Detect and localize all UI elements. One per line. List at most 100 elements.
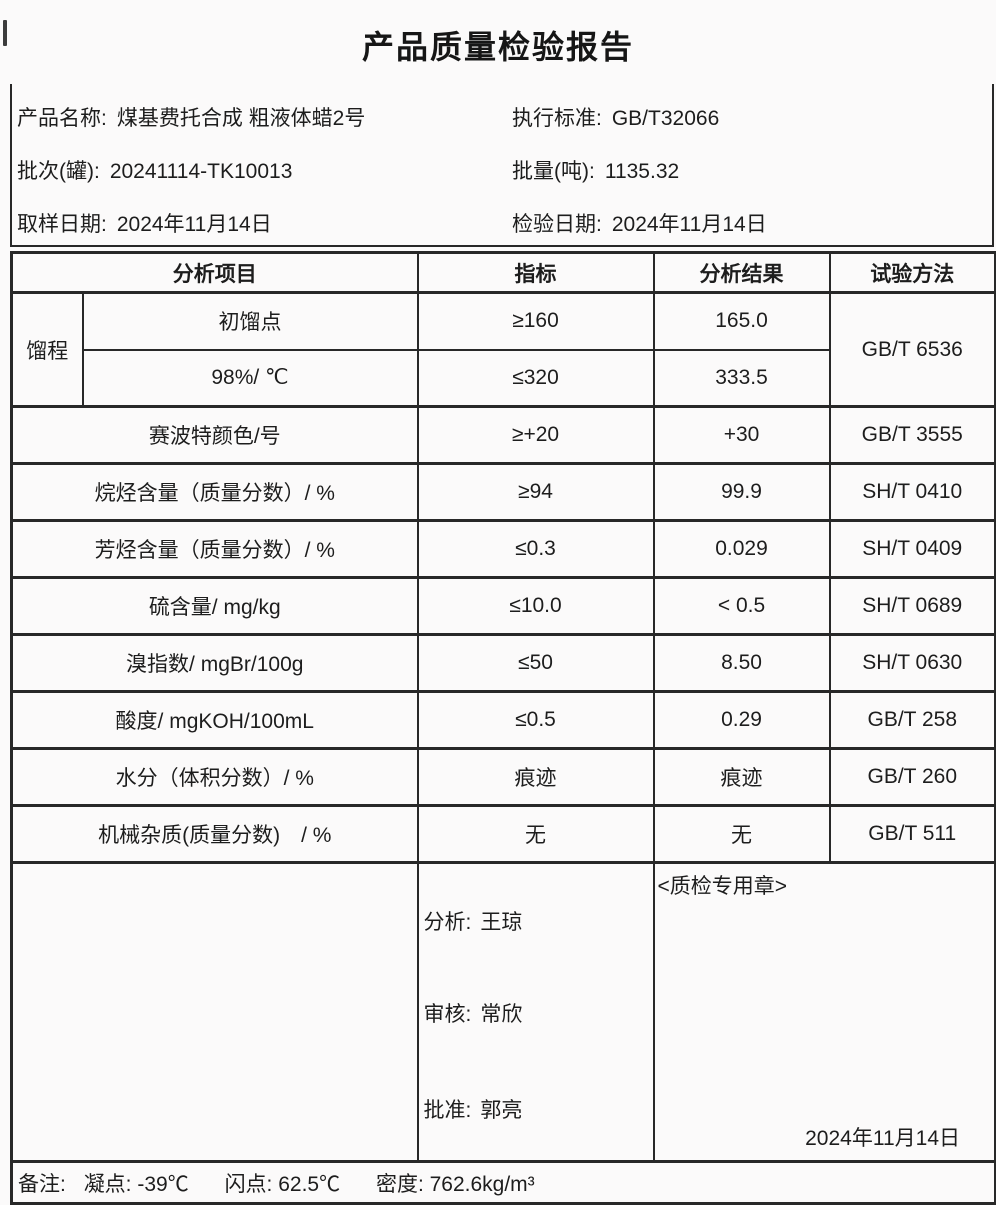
row-method: GB/T 258: [828, 690, 996, 750]
table-row-sulfur-content: 硫含量/ mg/kg ≤10.0 < 0.5 SH/T 0689: [10, 576, 996, 636]
batch-field: 批次(罐): 20241114-TK10013: [17, 155, 292, 185]
row-method: SH/T 0689: [828, 576, 996, 636]
approver-label: 批准:: [423, 1099, 472, 1122]
row-spec: ≤50: [416, 633, 655, 693]
info-row-product: 产品名称: 煤基费托合成 粗液体蜡2号 执行标准: GB/T32066: [12, 102, 992, 130]
row-result: 痕迹: [652, 747, 831, 807]
product-name-value: 煤基费托合成 粗液体蜡2号: [116, 107, 366, 130]
inspection-date-label: 检验日期:: [512, 213, 602, 236]
batch-label: 批次(罐):: [17, 160, 100, 183]
standard-value: GB/T32066: [611, 107, 720, 130]
row-result: < 0.5: [652, 576, 831, 636]
row-item: 烷烃含量（质量分数）/ %: [10, 462, 419, 522]
row-result: 0.029: [652, 519, 831, 579]
col-header-method: 试验方法: [828, 251, 996, 294]
row-spec: 痕迹: [416, 747, 655, 807]
row-spec: ≤0.3: [416, 519, 655, 579]
table-footer-row: 分析: 王琼 审核: 常欣 批准: 郭亮 <质检专用章> 2024年11月14日: [10, 861, 996, 1163]
table-row-mechanical-impurities: 机械杂质(质量分数) / % 无 无 GB/T 511: [10, 804, 996, 864]
table-row-alkane-content: 烷烃含量（质量分数）/ % ≥94 99.9 SH/T 0410: [10, 462, 996, 522]
header-info-box: 产品名称: 煤基费托合成 粗液体蜡2号 执行标准: GB/T32066 批次(罐):…: [10, 84, 994, 247]
group-method-distillation: GB/T 6536: [828, 291, 996, 408]
quantity-value: 1135.32: [604, 160, 680, 183]
reviewer-label: 审核:: [423, 1003, 472, 1026]
row-result: 99.9: [652, 462, 831, 522]
signatures-cell: 分析: 王琼 审核: 常欣 批准: 郭亮: [416, 861, 655, 1163]
quantity-label: 批量(吨):: [512, 160, 595, 183]
approver-name: 郭亮: [480, 1099, 523, 1122]
row-spec: ≤10.0: [416, 576, 655, 636]
remark-flash-point: 闪点: 62.5℃: [224, 1172, 341, 1196]
row-item: 机械杂质(质量分数) / %: [10, 804, 419, 864]
standard-field: 执行标准: GB/T32066: [512, 102, 719, 132]
row-result: 333.5: [652, 348, 831, 408]
row-method: GB/T 511: [828, 804, 996, 864]
row-result: 8.50: [652, 633, 831, 693]
table-row-distillation-ibp: 馏程 初馏点 ≥160 165.0 GB/T 6536: [10, 291, 996, 408]
row-result: 165.0: [652, 291, 831, 351]
remarks-row: 备注: 凝点: -39℃ 闪点: 62.5℃ 密度: 762.6kg/m³: [10, 1160, 996, 1205]
row-item: 水分（体积分数）/ %: [10, 747, 419, 807]
table-row-distillation-98pct: 98%/ ℃ ≤320 333.5: [12, 348, 996, 408]
standard-label: 执行标准:: [512, 107, 602, 130]
row-method: GB/T 3555: [828, 405, 996, 465]
sampling-date-value: 2024年11月14日: [116, 213, 272, 236]
row-spec: 无: [416, 804, 655, 864]
inspection-date-field: 检验日期: 2024年11月14日: [512, 208, 767, 238]
footer-empty-cell: [10, 861, 419, 1163]
row-item: 硫含量/ mg/kg: [10, 576, 419, 636]
info-row-dates: 取样日期: 2024年11月14日 检验日期: 2024年11月14日: [12, 208, 992, 236]
stamp-cell: <质检专用章> 2024年11月14日: [652, 861, 996, 1163]
remarks-label: 备注:: [18, 1172, 66, 1196]
table-header-row: 分析项目 指标 分析结果 试验方法: [10, 251, 996, 294]
row-method: SH/T 0409: [828, 519, 996, 579]
row-item: 赛波特颜色/号: [10, 405, 419, 465]
table-row-saybolt-color: 赛波特颜色/号 ≥+20 +30 GB/T 3555: [10, 405, 996, 465]
analyst-name: 王琼: [480, 911, 523, 934]
row-item: 酸度/ mgKOH/100mL: [10, 690, 419, 750]
table-row-water-content: 水分（体积分数）/ % 痕迹 痕迹 GB/T 260: [10, 747, 996, 807]
row-result: +30: [652, 405, 831, 465]
sampling-date-field: 取样日期: 2024年11月14日: [17, 208, 272, 238]
sampling-date-label: 取样日期:: [17, 213, 107, 236]
product-name-field: 产品名称: 煤基费托合成 粗液体蜡2号: [17, 102, 365, 132]
reviewer-name: 常欣: [480, 1003, 523, 1026]
row-item: 芳烃含量（质量分数）/ %: [10, 519, 419, 579]
scan-artifact: [3, 20, 7, 46]
table-row-acidity: 酸度/ mgKOH/100mL ≤0.5 0.29 GB/T 258: [10, 690, 996, 750]
approver-signature: 批准: 郭亮: [424, 1094, 523, 1124]
inspection-date-value: 2024年11月14日: [611, 213, 767, 236]
quantity-field: 批量(吨): 1135.32: [512, 155, 679, 185]
remarks-cell: 备注: 凝点: -39℃ 闪点: 62.5℃ 密度: 762.6kg/m³: [10, 1160, 996, 1205]
page-title: 产品质量检验报告: [361, 29, 634, 65]
row-item: 初馏点: [81, 291, 419, 351]
row-result: 0.29: [652, 690, 831, 750]
row-spec: ≤320: [416, 348, 655, 408]
row-item: 98%/ ℃: [81, 348, 419, 408]
table-row-aromatics-content: 芳烃含量（质量分数）/ % ≤0.3 0.029 SH/T 0409: [10, 519, 996, 579]
row-item: 溴指数/ mgBr/100g: [10, 633, 419, 693]
col-header-spec: 指标: [416, 251, 655, 294]
row-spec: ≥+20: [416, 405, 655, 465]
report-date: 2024年11月14日: [805, 1127, 960, 1150]
analyst-signature: 分析: 王琼: [424, 906, 523, 936]
row-spec: ≤0.5: [416, 690, 655, 750]
reviewer-signature: 审核: 常欣: [424, 998, 523, 1028]
row-spec: ≥94: [416, 462, 655, 522]
analyst-label: 分析:: [423, 911, 472, 934]
table-row-bromine-index: 溴指数/ mgBr/100g ≤50 8.50 SH/T 0630: [10, 633, 996, 693]
row-result: 无: [652, 804, 831, 864]
remark-freezing-point: 凝点: -39℃: [83, 1172, 189, 1196]
analysis-table: 分析项目 指标 分析结果 试验方法 馏程 初馏点 ≥160 165.0 GB/T…: [10, 251, 996, 1205]
info-row-batch: 批次(罐): 20241114-TK10013 批量(吨): 1135.32: [12, 155, 992, 183]
group-label-distillation: 馏程: [10, 291, 84, 408]
qc-stamp-placeholder: <质检专用章>: [657, 875, 788, 898]
row-method: GB/T 260: [828, 747, 996, 807]
product-name-label: 产品名称:: [17, 107, 107, 130]
row-method: SH/T 0410: [828, 462, 996, 522]
col-header-result: 分析结果: [652, 251, 831, 294]
col-header-item: 分析项目: [10, 251, 419, 294]
row-spec: ≥160: [416, 291, 655, 351]
row-method: SH/T 0630: [828, 633, 996, 693]
batch-value: 20241114-TK10013: [109, 160, 293, 183]
